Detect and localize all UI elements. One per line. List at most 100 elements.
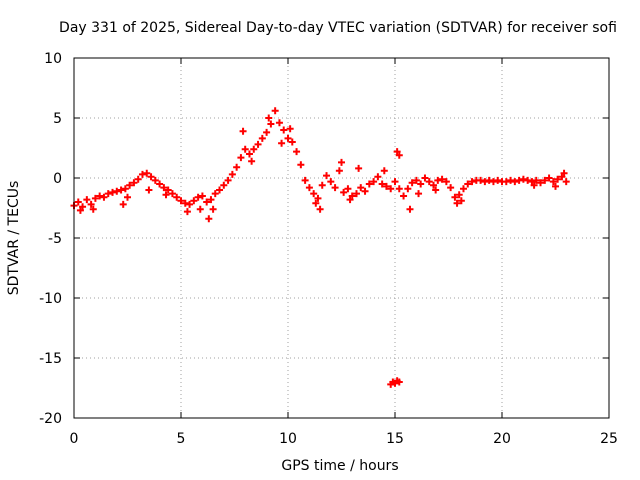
data-point	[370, 178, 378, 186]
data-point	[335, 167, 343, 175]
x-tick-label: 25	[600, 431, 618, 447]
data-point	[239, 127, 247, 135]
data-point	[361, 187, 369, 195]
data-point	[121, 185, 129, 193]
data-point	[263, 128, 271, 136]
data-point	[515, 176, 523, 184]
data-point	[310, 190, 318, 198]
data-point	[327, 178, 335, 186]
data-point	[400, 192, 408, 200]
data-point	[181, 199, 189, 207]
x-axis-label: GPS time / hours	[281, 458, 398, 474]
data-point	[481, 178, 489, 186]
data-point	[331, 184, 339, 192]
data-point	[177, 197, 185, 205]
y-tick-label: -10	[39, 291, 62, 307]
data-point	[554, 175, 562, 183]
data-point	[382, 182, 390, 190]
data-point	[173, 193, 181, 201]
data-point	[293, 148, 301, 156]
data-point	[524, 176, 532, 184]
data-points	[70, 107, 570, 388]
data-point	[432, 186, 440, 194]
y-tick-label: -5	[48, 231, 62, 247]
data-point	[451, 193, 459, 201]
data-point	[83, 196, 91, 204]
data-point	[267, 120, 275, 128]
data-point	[468, 178, 476, 186]
data-point	[494, 176, 502, 184]
data-point	[198, 192, 206, 200]
data-point	[314, 194, 322, 202]
data-point	[560, 169, 568, 177]
data-point	[562, 178, 570, 186]
chart-title: Day 331 of 2025, Sidereal Day-to-day VTE…	[59, 20, 617, 36]
data-point	[404, 185, 412, 193]
data-point	[430, 181, 438, 189]
y-tick-label: -20	[39, 411, 62, 427]
data-point	[417, 180, 425, 188]
data-point	[211, 190, 219, 198]
data-point	[312, 199, 320, 207]
data-point	[147, 173, 155, 181]
data-point	[207, 196, 215, 204]
data-point	[305, 184, 313, 192]
data-point	[186, 200, 194, 208]
data-point	[288, 138, 296, 146]
data-point	[205, 215, 213, 223]
data-point	[250, 145, 258, 153]
data-point	[340, 188, 348, 196]
data-point	[74, 198, 82, 206]
data-point	[455, 191, 463, 199]
data-point	[278, 139, 286, 147]
data-point	[355, 164, 363, 172]
data-point	[442, 178, 450, 186]
x-tick-label: 20	[493, 431, 511, 447]
data-point	[541, 176, 549, 184]
axis-ticks: 0 5 10 15 20 25 -20 -15 -10 -5 0 5 10	[39, 51, 618, 447]
data-point	[160, 184, 168, 192]
data-point	[233, 163, 241, 171]
data-point	[117, 186, 125, 194]
data-point	[162, 191, 170, 199]
data-point	[245, 150, 253, 158]
data-point	[380, 167, 388, 175]
data-point	[365, 180, 373, 188]
data-point	[164, 186, 172, 194]
data-point	[203, 198, 211, 206]
data-point	[393, 148, 401, 156]
data-point	[519, 175, 527, 183]
data-point	[489, 178, 497, 186]
data-point	[415, 190, 423, 198]
data-point	[387, 185, 395, 193]
data-point	[284, 134, 292, 142]
data-point	[453, 199, 461, 207]
data-point	[183, 208, 191, 216]
data-point	[459, 185, 467, 193]
data-point	[209, 205, 217, 213]
x-tick-label: 10	[279, 431, 297, 447]
data-point	[109, 188, 117, 196]
data-point	[537, 179, 545, 187]
data-point	[156, 180, 164, 188]
data-point	[344, 185, 352, 193]
data-point	[190, 197, 198, 205]
data-point	[412, 176, 420, 184]
y-tick-label: 0	[53, 171, 62, 187]
data-point	[126, 181, 134, 189]
data-point	[100, 193, 108, 201]
data-point	[130, 179, 138, 187]
data-point	[438, 175, 446, 183]
data-point	[511, 178, 519, 186]
data-point	[265, 114, 273, 122]
data-point	[134, 175, 142, 183]
data-point	[352, 190, 360, 198]
data-point	[528, 178, 536, 186]
data-point	[316, 205, 324, 213]
data-point	[89, 205, 97, 213]
data-point	[151, 176, 159, 184]
data-point	[241, 145, 249, 153]
y-tick-label: 10	[44, 51, 62, 67]
data-point	[254, 140, 262, 148]
